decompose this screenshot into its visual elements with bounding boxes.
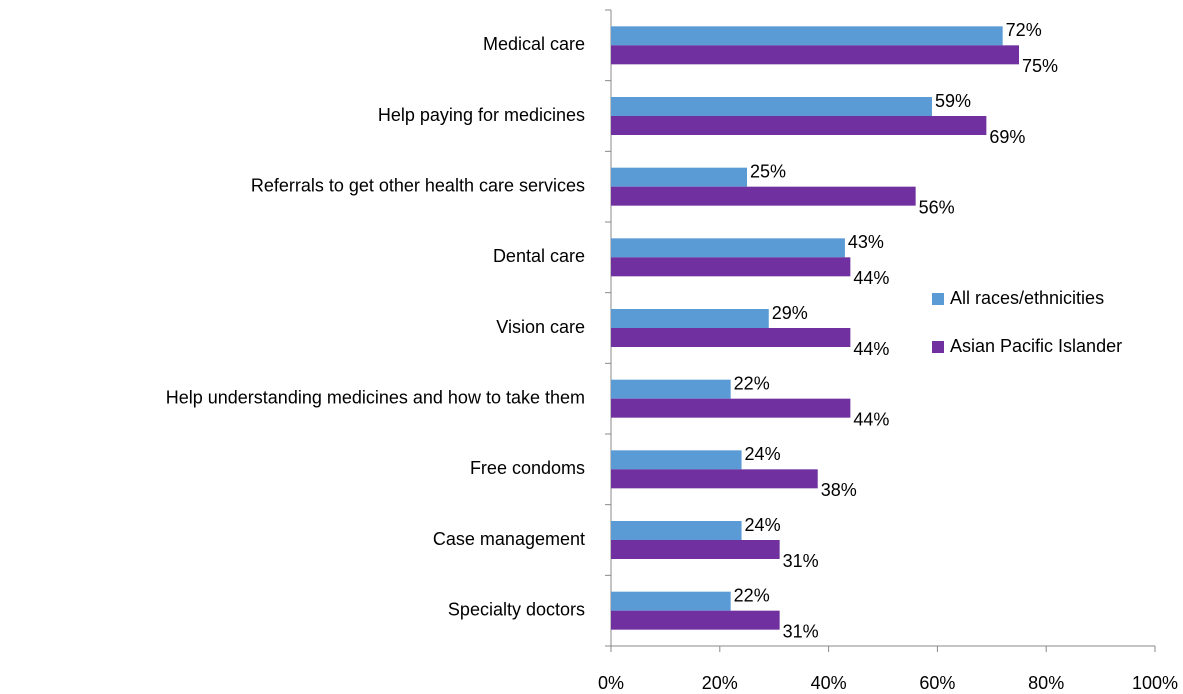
y-tick-label: Dental care bbox=[493, 246, 585, 266]
value-label: 69% bbox=[989, 127, 1025, 147]
bar bbox=[611, 45, 1019, 65]
bar bbox=[611, 186, 916, 206]
legend-label: Asian Pacific Islander bbox=[950, 336, 1122, 356]
x-tick-label: 80% bbox=[1028, 673, 1064, 693]
bar bbox=[611, 540, 780, 559]
bar bbox=[611, 610, 780, 630]
bar bbox=[611, 450, 742, 470]
bar bbox=[611, 26, 1003, 46]
value-label: 29% bbox=[772, 303, 808, 323]
value-label: 44% bbox=[853, 268, 889, 288]
x-tick-label: 20% bbox=[702, 673, 738, 693]
value-label: 72% bbox=[1006, 20, 1042, 40]
bar bbox=[611, 469, 818, 489]
value-label: 31% bbox=[783, 621, 819, 641]
value-label: 56% bbox=[919, 197, 955, 217]
value-label: 44% bbox=[853, 409, 889, 429]
x-tick-label: 0% bbox=[598, 673, 624, 693]
y-tick-label: Free condoms bbox=[470, 458, 585, 478]
y-tick-label: Help paying for medicines bbox=[378, 105, 585, 125]
value-label: 24% bbox=[745, 444, 781, 464]
bar bbox=[611, 328, 851, 347]
bar bbox=[611, 97, 932, 116]
bar bbox=[611, 379, 731, 399]
value-label: 22% bbox=[734, 373, 770, 393]
value-label: 25% bbox=[750, 161, 786, 181]
bar bbox=[611, 398, 851, 418]
legend-swatch bbox=[932, 293, 944, 305]
y-tick-label: Help understanding medicines and how to … bbox=[166, 387, 585, 407]
value-label: 24% bbox=[745, 515, 781, 535]
legend-swatch bbox=[932, 341, 944, 353]
bar bbox=[611, 309, 769, 328]
value-label: 22% bbox=[734, 585, 770, 605]
x-tick-label: 100% bbox=[1132, 673, 1178, 693]
value-label: 43% bbox=[848, 232, 884, 252]
value-label: 38% bbox=[821, 480, 857, 500]
bar bbox=[611, 521, 742, 540]
y-tick-label: Medical care bbox=[483, 34, 585, 54]
bar bbox=[611, 116, 987, 135]
value-label: 31% bbox=[783, 551, 819, 571]
value-label: 59% bbox=[935, 91, 971, 111]
value-label: 44% bbox=[853, 339, 889, 359]
bar bbox=[611, 238, 845, 258]
bar bbox=[611, 591, 731, 611]
y-tick-label: Case management bbox=[433, 529, 585, 549]
value-label: 75% bbox=[1022, 56, 1058, 76]
bar bbox=[611, 257, 851, 277]
x-tick-label: 40% bbox=[811, 673, 847, 693]
legend-label: All races/ethnicities bbox=[950, 288, 1104, 308]
x-tick-label: 60% bbox=[919, 673, 955, 693]
y-tick-label: Specialty doctors bbox=[448, 599, 585, 619]
bar bbox=[611, 167, 747, 187]
y-tick-label: Vision care bbox=[496, 317, 585, 337]
y-tick-label: Referrals to get other health care servi… bbox=[251, 175, 585, 195]
